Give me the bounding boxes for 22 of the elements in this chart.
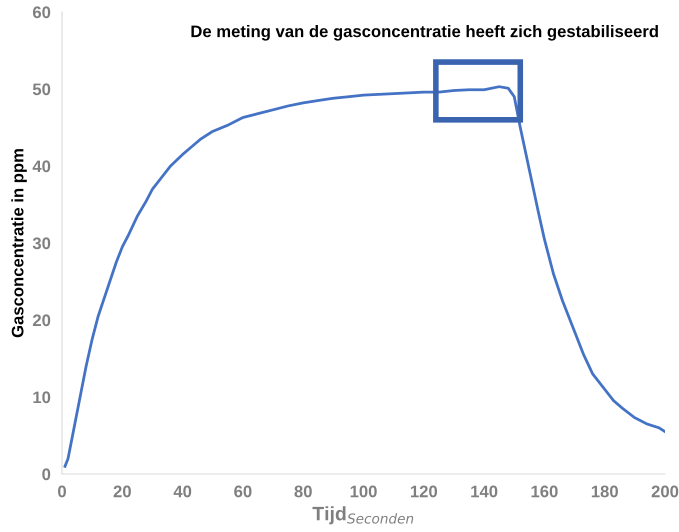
y-tick-label: 40 [32, 160, 50, 172]
x-tick-label: 40 [174, 486, 192, 498]
x-tick-label: 20 [114, 486, 131, 498]
x-tick-label: 0 [58, 486, 66, 498]
y-tick-label: 50 [32, 83, 50, 96]
y-tick-label: 0 [42, 468, 50, 480]
y-tick-label: 20 [32, 314, 50, 326]
y-tick-label: 30 [32, 237, 50, 250]
x-tick-label: 160 [532, 486, 558, 498]
x-tick-label: 180 [592, 486, 618, 498]
x-tick-label: 80 [294, 486, 312, 498]
x-tick-label: 60 [234, 486, 252, 498]
annotation: De meting van de gasconcentratie heeft zich gestabiliseerd [191, 24, 658, 41]
y-axis-title: Gasconcentratie in ppm [11, 149, 27, 338]
line-series [64, 85, 665, 468]
x-tick-label: 200 [652, 486, 678, 498]
x-axis-title: Tijd$_{Seconden}$ [312, 506, 414, 524]
y-tick-label: 60 [32, 6, 50, 18]
x-tick-label: 140 [471, 486, 498, 498]
x-tick-label: 120 [410, 486, 438, 498]
x-tick-label: 100 [350, 486, 377, 498]
y-tick-label: 10 [33, 391, 50, 404]
